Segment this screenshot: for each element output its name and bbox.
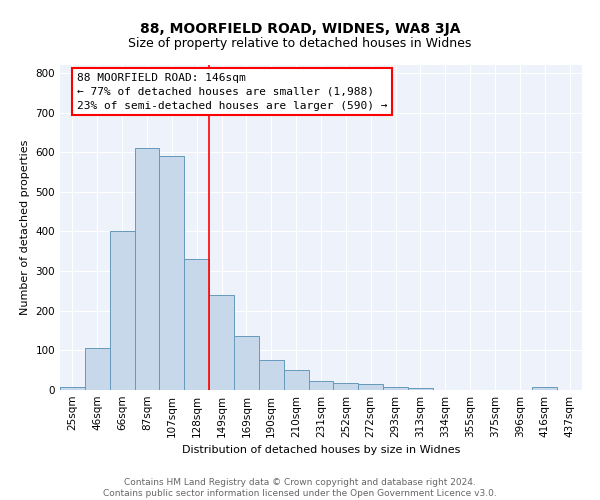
Text: 88, MOORFIELD ROAD, WIDNES, WA8 3JA: 88, MOORFIELD ROAD, WIDNES, WA8 3JA: [140, 22, 460, 36]
Bar: [532, 387, 557, 390]
Bar: [383, 387, 408, 390]
Bar: [184, 259, 209, 390]
Bar: [284, 370, 308, 390]
Bar: [308, 381, 334, 390]
Text: 88 MOORFIELD ROAD: 146sqm
← 77% of detached houses are smaller (1,988)
23% of se: 88 MOORFIELD ROAD: 146sqm ← 77% of detac…: [77, 73, 388, 111]
Bar: [85, 348, 110, 390]
Bar: [334, 383, 358, 390]
Bar: [358, 384, 383, 390]
X-axis label: Distribution of detached houses by size in Widnes: Distribution of detached houses by size …: [182, 446, 460, 456]
Bar: [408, 388, 433, 390]
Bar: [209, 295, 234, 390]
Bar: [160, 156, 184, 390]
Bar: [259, 360, 284, 390]
Bar: [234, 336, 259, 390]
Y-axis label: Number of detached properties: Number of detached properties: [20, 140, 30, 315]
Text: Size of property relative to detached houses in Widnes: Size of property relative to detached ho…: [128, 38, 472, 51]
Bar: [110, 232, 134, 390]
Bar: [60, 387, 85, 390]
Bar: [134, 148, 160, 390]
Text: Contains HM Land Registry data © Crown copyright and database right 2024.
Contai: Contains HM Land Registry data © Crown c…: [103, 478, 497, 498]
